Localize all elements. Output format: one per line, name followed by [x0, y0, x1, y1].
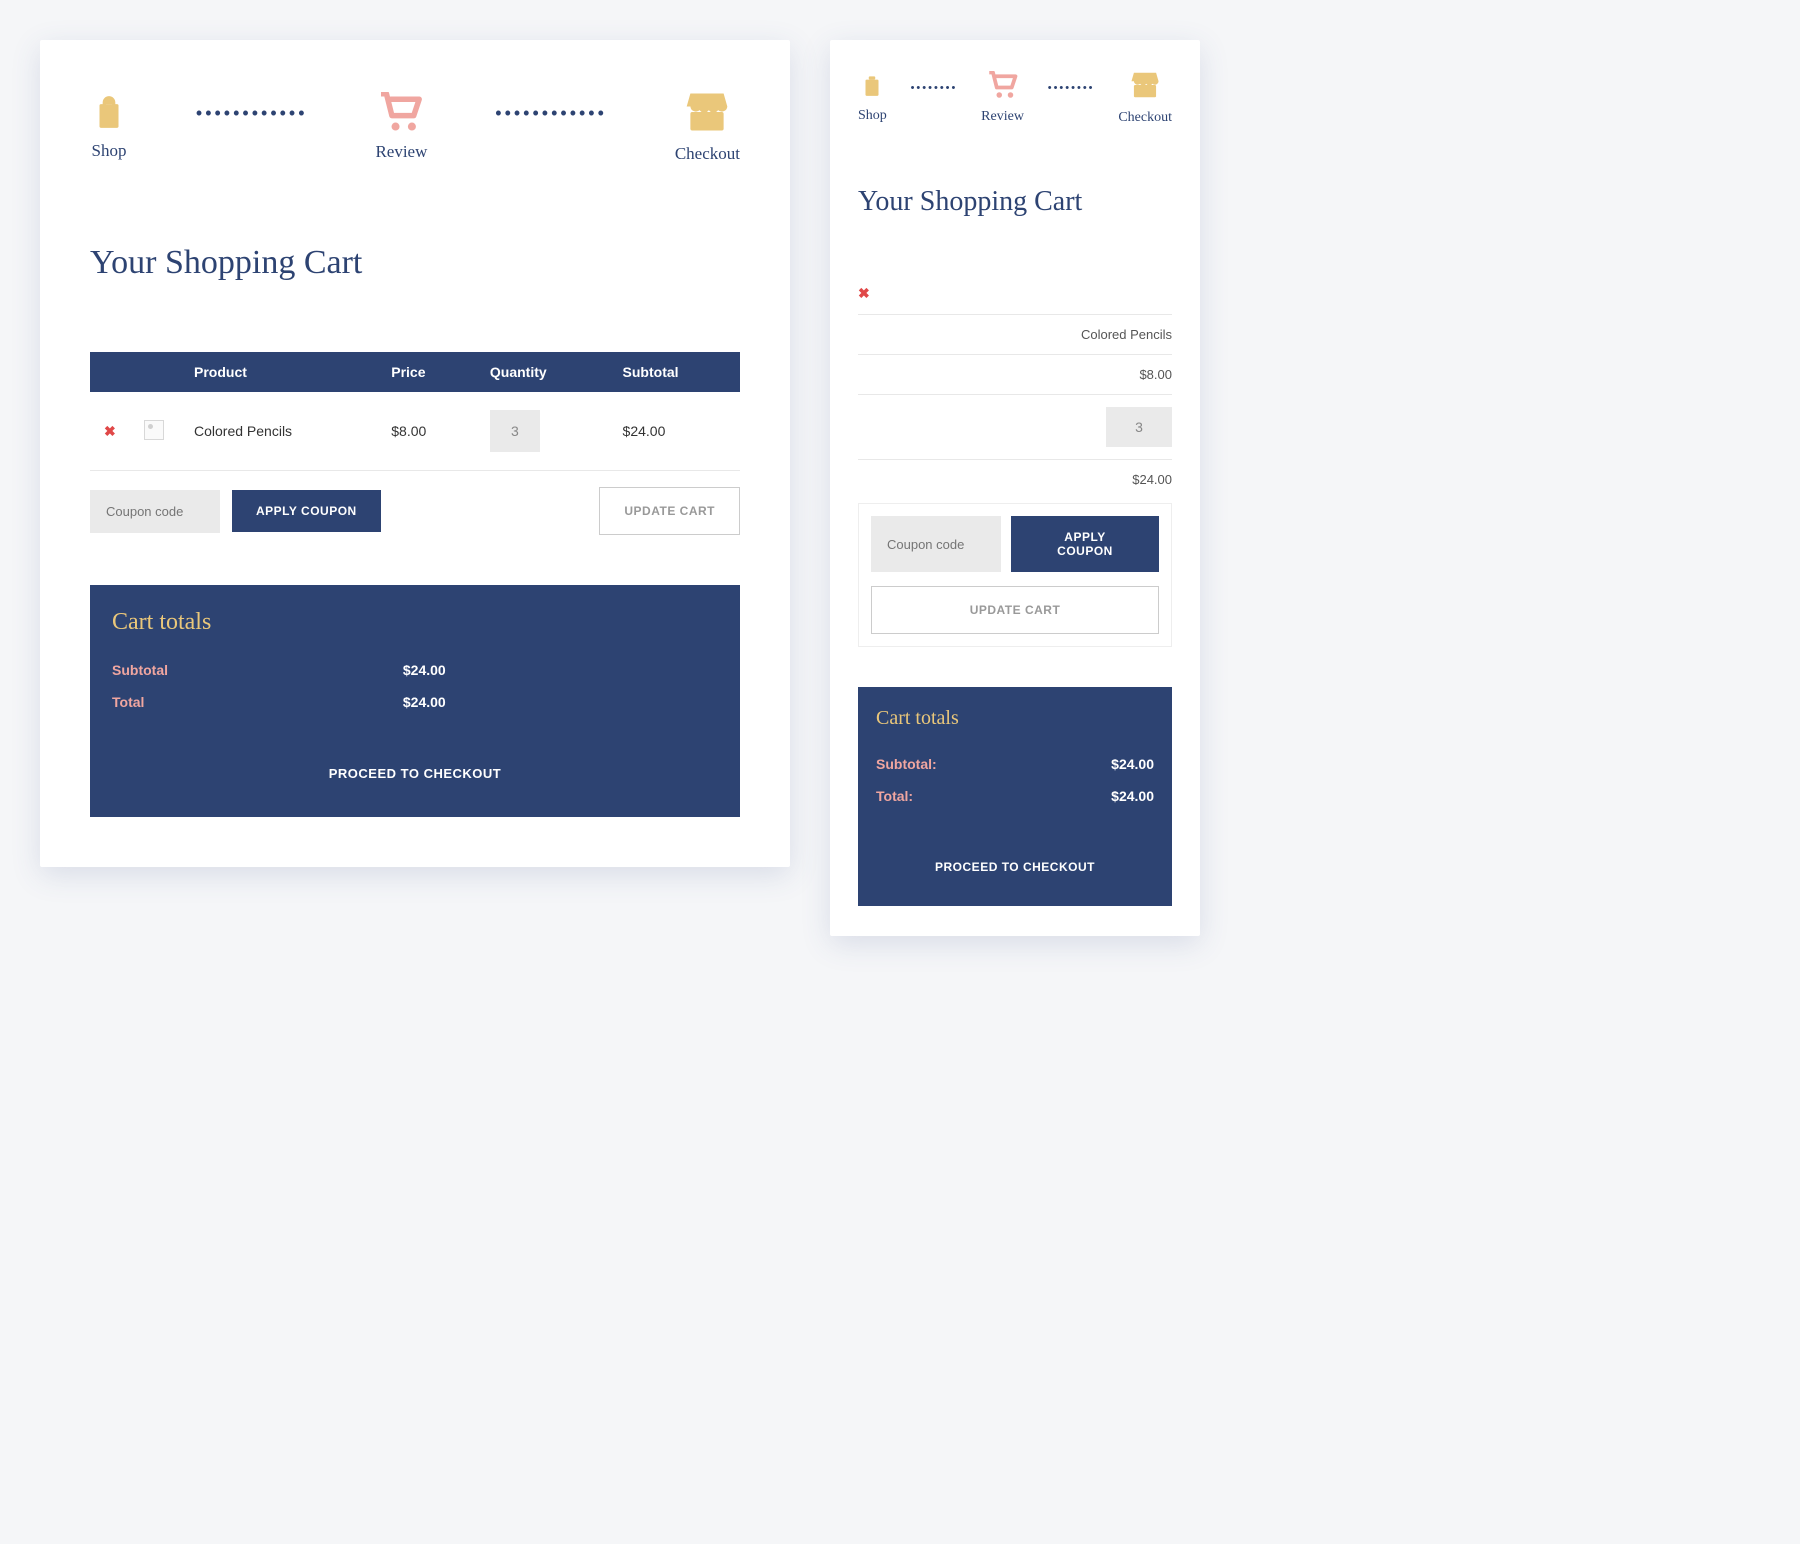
mobile-product-row: Colored Pencils	[858, 314, 1172, 354]
col-price: Price	[377, 352, 476, 392]
col-quantity: Quantity	[476, 352, 609, 392]
total-value: $24.00	[1111, 788, 1154, 804]
remove-item-button[interactable]: ✖	[104, 423, 116, 439]
step-separator: ••••••••	[1048, 83, 1095, 94]
cart-icon	[379, 92, 423, 132]
step-review[interactable]: Review	[981, 71, 1024, 125]
desktop-view: Shop •••••••••••• Review •••••••••••• Ch…	[40, 40, 790, 867]
mobile-qty-row: 3	[858, 394, 1172, 459]
totals-total-row: Total $24.00	[112, 686, 718, 718]
shopping-bag-icon	[90, 93, 128, 131]
col-product: Product	[180, 352, 377, 392]
totals-title: Cart totals	[876, 707, 1154, 730]
page-title: Your Shopping Cart	[858, 186, 1172, 218]
totals-subtotal-row: Subtotal $24.00	[112, 654, 718, 686]
step-separator: ••••••••••••	[495, 104, 607, 122]
cart-table: Product Price Quantity Subtotal ✖ Colore…	[90, 352, 740, 471]
coupon-input[interactable]	[90, 490, 220, 533]
step-checkout[interactable]: Checkout	[675, 90, 740, 164]
cart-icon	[988, 71, 1018, 99]
step-label: Checkout	[675, 144, 740, 164]
remove-item-button[interactable]: ✖	[858, 285, 870, 302]
step-shop[interactable]: Shop	[858, 72, 887, 124]
cell-subtotal: $24.00	[609, 392, 740, 471]
coupon-row: APPLY COUPON UPDATE CART	[90, 471, 740, 535]
step-separator: ••••••••	[911, 83, 958, 94]
proceed-to-checkout-button[interactable]: PROCEED TO CHECKOUT	[112, 746, 718, 787]
step-label: Review	[981, 109, 1024, 125]
product-subtotal: $24.00	[1132, 472, 1172, 487]
quantity-input[interactable]: 3	[490, 410, 540, 452]
subtotal-value: $24.00	[403, 662, 446, 678]
cell-product-name[interactable]: Colored Pencils	[180, 392, 377, 471]
quantity-input[interactable]: 3	[1106, 407, 1172, 447]
mobile-subtotal-row: $24.00	[858, 459, 1172, 499]
total-label: Total	[112, 694, 403, 710]
mobile-view: Shop •••••••• Review •••••••• Checkout Y…	[830, 40, 1200, 936]
cart-totals: Cart totals Subtotal $24.00 Total $24.00…	[90, 585, 740, 817]
coupon-input[interactable]	[871, 516, 1001, 572]
progress-steps: Shop •••••••• Review •••••••• Checkout	[858, 70, 1172, 126]
total-value: $24.00	[403, 694, 446, 710]
coupon-section: APPLY COUPON UPDATE CART	[858, 503, 1172, 647]
page-title: Your Shopping Cart	[90, 244, 740, 282]
step-label: Review	[375, 142, 427, 162]
apply-coupon-button[interactable]: APPLY COUPON	[1011, 516, 1159, 572]
progress-steps: Shop •••••••••••• Review •••••••••••• Ch…	[90, 90, 740, 164]
product-name[interactable]: Colored Pencils	[1081, 327, 1172, 342]
step-checkout[interactable]: Checkout	[1118, 70, 1172, 126]
step-separator: ••••••••••••	[196, 104, 308, 122]
mobile-price-row: $8.00	[858, 354, 1172, 394]
cart-totals: Cart totals Subtotal: $24.00 Total: $24.…	[858, 687, 1172, 906]
update-cart-button[interactable]: UPDATE CART	[871, 586, 1159, 634]
cell-price: $8.00	[377, 392, 476, 471]
totals-subtotal-row: Subtotal: $24.00	[876, 748, 1154, 780]
store-icon	[1129, 70, 1161, 100]
totals-total-row: Total: $24.00	[876, 780, 1154, 812]
col-subtotal: Subtotal	[609, 352, 740, 392]
subtotal-label: Subtotal	[112, 662, 403, 678]
update-cart-button[interactable]: UPDATE CART	[599, 487, 740, 535]
subtotal-value: $24.00	[1111, 756, 1154, 772]
product-price: $8.00	[1139, 367, 1172, 382]
step-review[interactable]: Review	[375, 92, 427, 162]
totals-title: Cart totals	[112, 609, 718, 636]
shopping-bag-icon	[859, 72, 885, 98]
step-shop[interactable]: Shop	[90, 93, 128, 161]
store-icon	[683, 90, 731, 134]
table-row: ✖ Colored Pencils $8.00 3 $24.00	[90, 392, 740, 471]
mobile-remove-row: ✖	[858, 273, 1172, 314]
subtotal-label: Subtotal:	[876, 756, 937, 772]
proceed-to-checkout-button[interactable]: PROCEED TO CHECKOUT	[876, 840, 1154, 880]
step-label: Shop	[858, 108, 887, 124]
table-header-row: Product Price Quantity Subtotal	[90, 352, 740, 392]
apply-coupon-button[interactable]: APPLY COUPON	[232, 490, 381, 532]
total-label: Total:	[876, 788, 913, 804]
step-label: Shop	[92, 141, 127, 161]
product-thumbnail[interactable]	[144, 420, 164, 440]
step-label: Checkout	[1118, 110, 1172, 126]
